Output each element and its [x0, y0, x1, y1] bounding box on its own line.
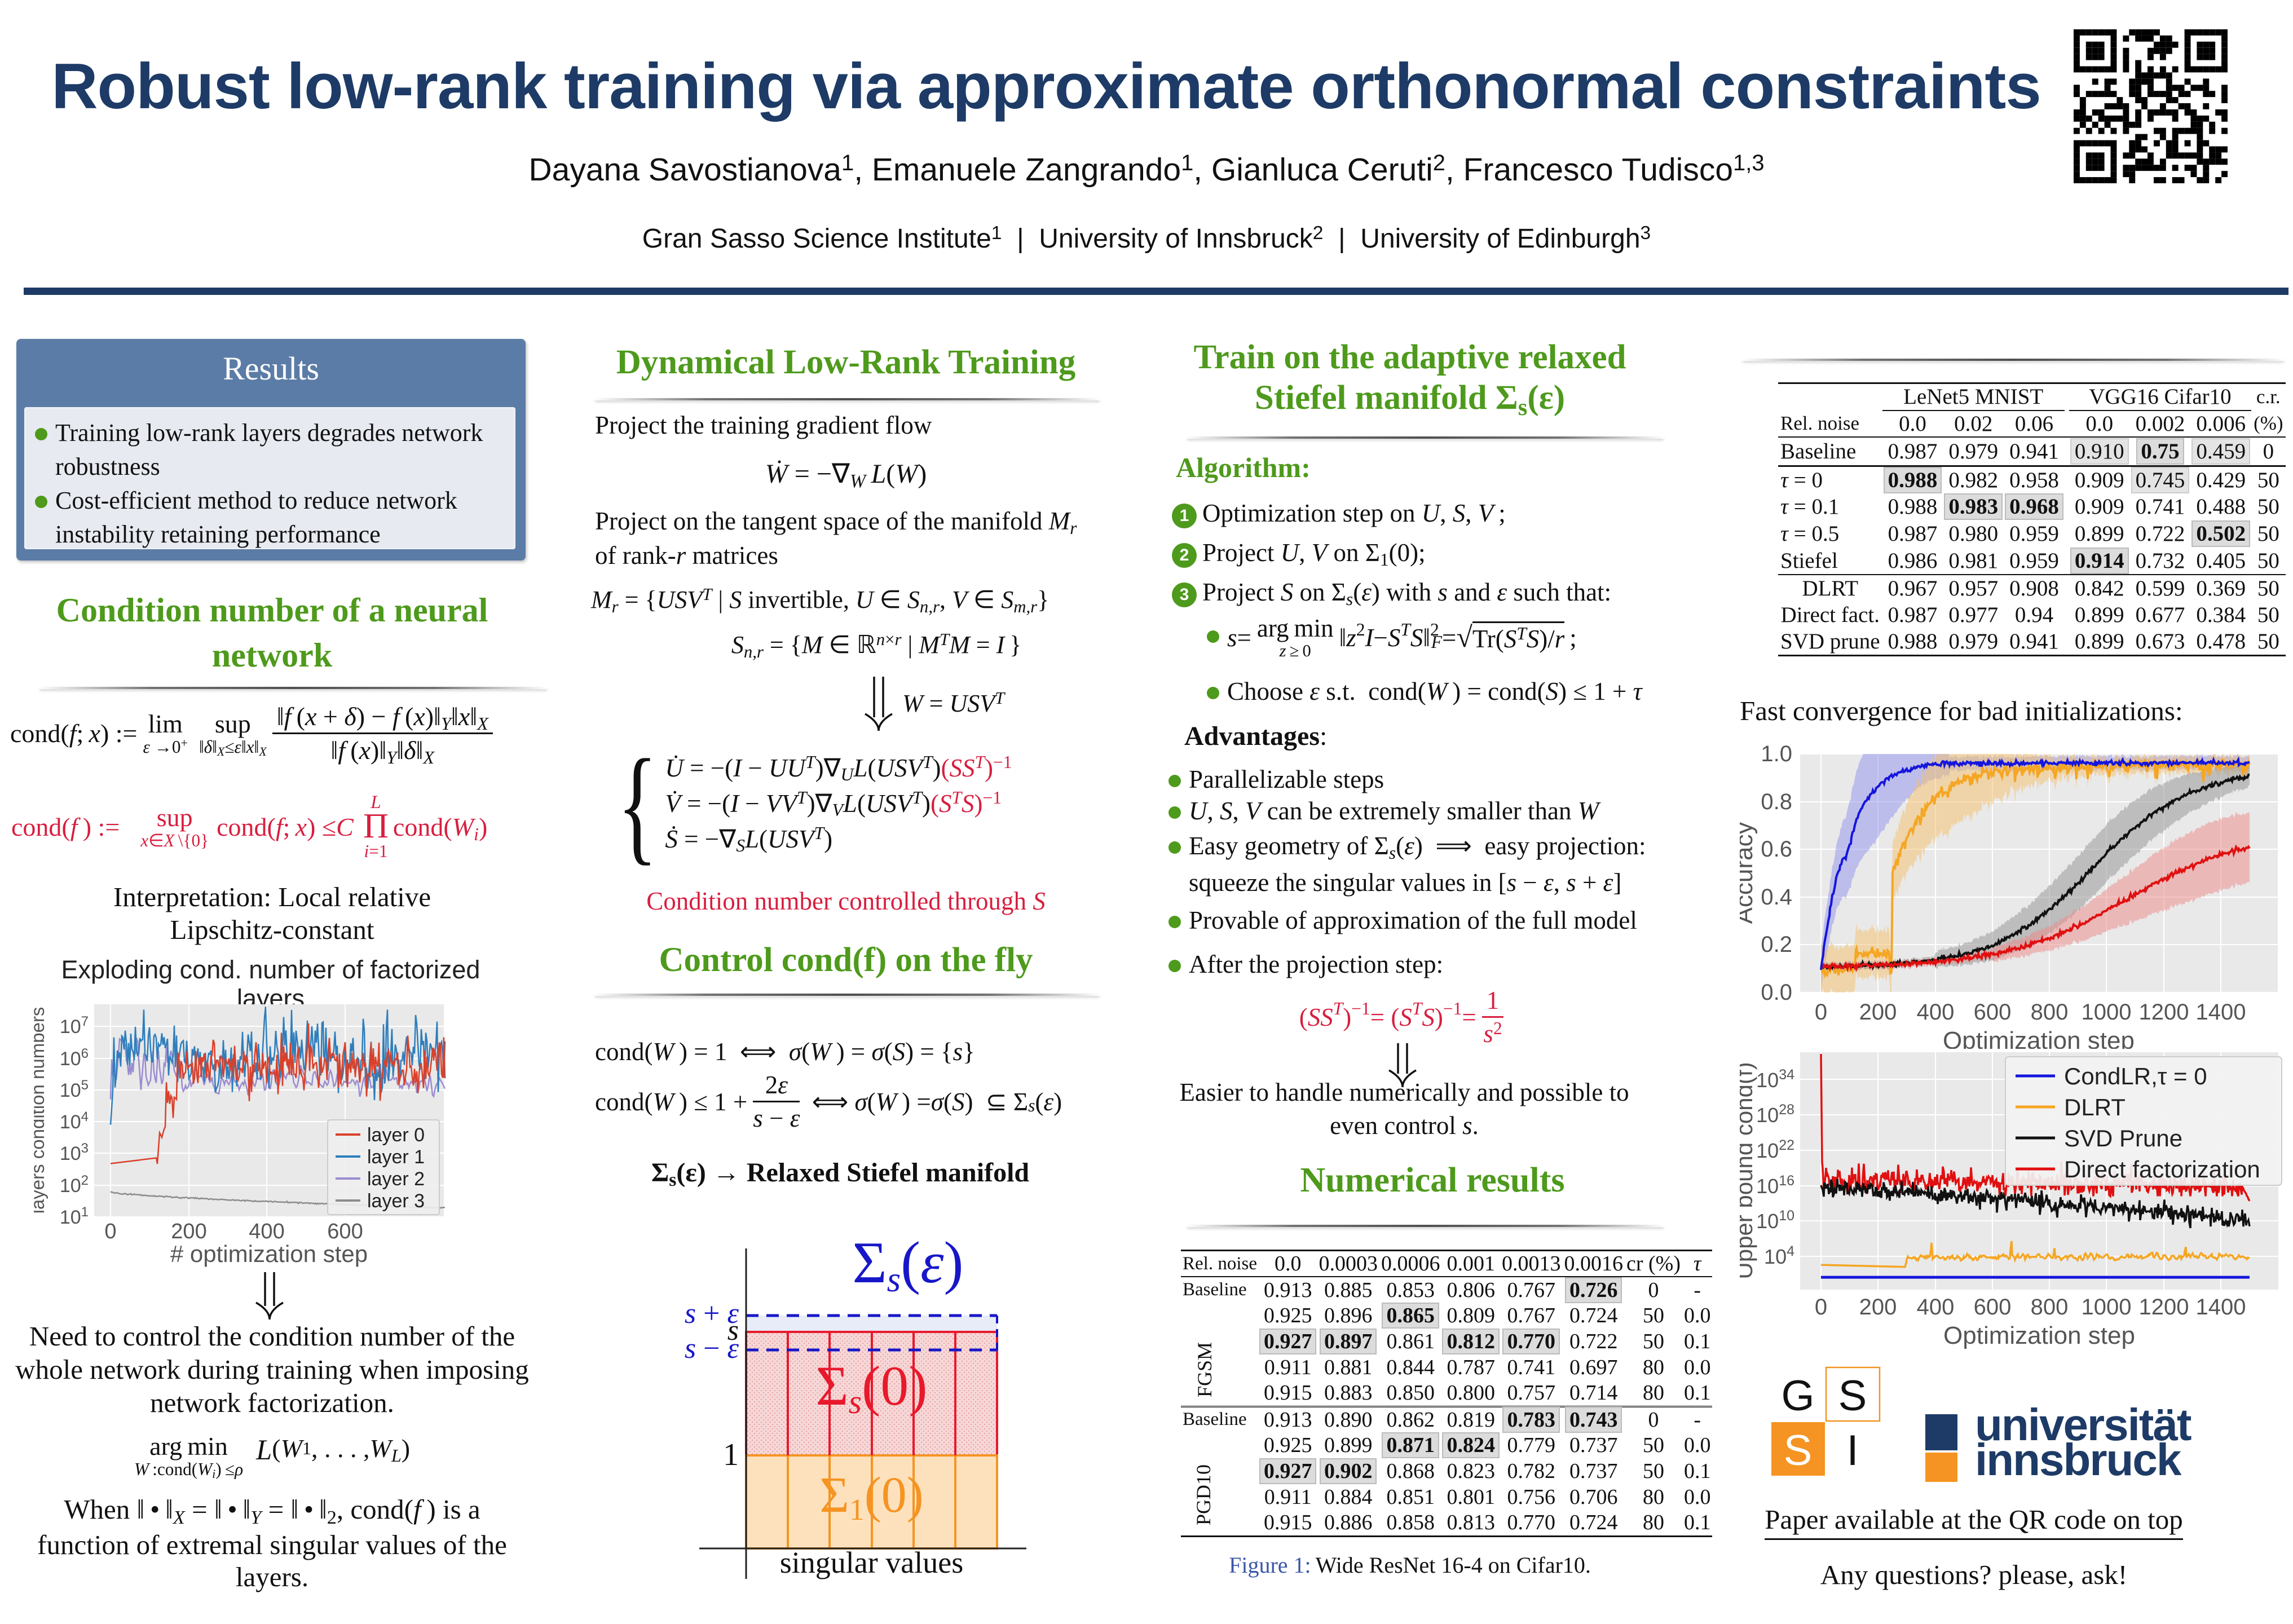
svg-text:Optimization step: Optimization step [1943, 1322, 2135, 1349]
svg-text:107: 107 [60, 1014, 89, 1038]
svg-text:layer 1: layer 1 [367, 1146, 425, 1168]
svg-text:105: 105 [60, 1078, 89, 1102]
svg-text:0: 0 [1815, 1000, 1827, 1025]
svg-text:layer 3: layer 3 [367, 1190, 425, 1212]
svg-text:0.0: 0.0 [1761, 980, 1792, 1005]
svg-text:104: 104 [1764, 1243, 1794, 1268]
svg-text:0.6: 0.6 [1761, 837, 1792, 862]
svg-text:# optimization step: # optimization step [170, 1241, 368, 1267]
svg-text:200: 200 [171, 1220, 206, 1243]
svg-text:103: 103 [60, 1141, 89, 1165]
svg-text:1028: 1028 [1756, 1102, 1794, 1127]
svg-text:1200: 1200 [2139, 1295, 2189, 1320]
svg-text:layers condition numbers: layers condition numbers [34, 1007, 48, 1214]
svg-text:S: S [1784, 1427, 1813, 1475]
svg-text:102: 102 [60, 1173, 89, 1197]
svg-text:800: 800 [2031, 1295, 2069, 1320]
svg-text:0: 0 [104, 1220, 116, 1243]
svg-text:600: 600 [1974, 1000, 2012, 1025]
svg-text:800: 800 [2031, 1000, 2069, 1025]
svg-text:400: 400 [1917, 1295, 1955, 1320]
svg-text:1400: 1400 [2196, 1295, 2246, 1320]
svg-text:DLRT: DLRT [2064, 1094, 2126, 1120]
svg-text:I: I [1846, 1427, 1858, 1475]
svg-text:SVD Prune: SVD Prune [2064, 1125, 2182, 1151]
svg-text:1.0: 1.0 [1761, 742, 1792, 766]
svg-text:1022: 1022 [1756, 1137, 1794, 1162]
svg-text:1400: 1400 [2196, 1000, 2246, 1025]
svg-text:400: 400 [1917, 1000, 1955, 1025]
svg-text:Direct factorization: Direct factorization [2064, 1156, 2260, 1182]
svg-text:0.4: 0.4 [1761, 885, 1792, 910]
svg-text:1000: 1000 [2082, 1295, 2132, 1320]
svg-text:200: 200 [1859, 1000, 1897, 1025]
svg-text:layer 0: layer 0 [367, 1124, 425, 1146]
svg-text:S: S [1838, 1372, 1867, 1420]
svg-text:200: 200 [1859, 1295, 1897, 1320]
svg-text:Optimization step: Optimization step [1943, 1027, 2135, 1049]
svg-text:0: 0 [1815, 1295, 1827, 1320]
svg-text:layer 2: layer 2 [367, 1168, 425, 1190]
svg-text:1010: 1010 [1756, 1208, 1794, 1233]
svg-text:1034: 1034 [1756, 1067, 1794, 1092]
svg-text:G: G [1781, 1372, 1814, 1420]
svg-text:104: 104 [60, 1109, 89, 1133]
svg-text:0.8: 0.8 [1761, 789, 1792, 814]
svg-text:101: 101 [60, 1204, 89, 1229]
svg-text:400: 400 [249, 1220, 284, 1243]
svg-text:0.2: 0.2 [1761, 932, 1792, 957]
svg-text:1200: 1200 [2139, 1000, 2189, 1025]
svg-text:1000: 1000 [2082, 1000, 2132, 1025]
svg-text:Accuracy: Accuracy [1740, 822, 1758, 924]
svg-text:106: 106 [60, 1046, 89, 1070]
svg-text:600: 600 [327, 1220, 363, 1243]
svg-text:CondLR,τ = 0: CondLR,τ = 0 [2064, 1063, 2207, 1089]
svg-text:600: 600 [1974, 1295, 2012, 1320]
svg-text:Upper bound cond(f): Upper bound cond(f) [1740, 1062, 1757, 1279]
svg-text:1016: 1016 [1756, 1173, 1794, 1198]
